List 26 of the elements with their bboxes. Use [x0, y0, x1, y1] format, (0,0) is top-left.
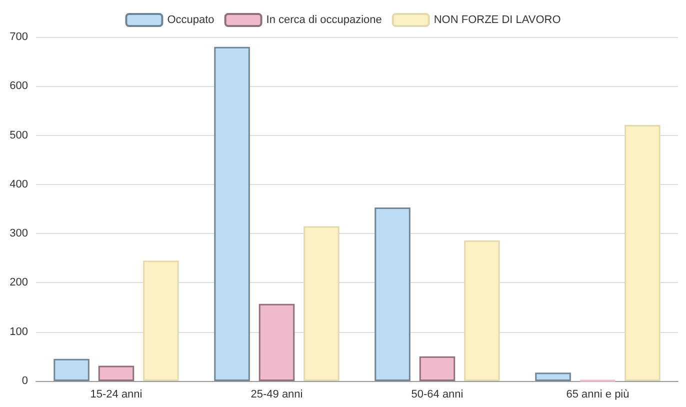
legend-label: In cerca di occupazione — [266, 14, 382, 26]
bar — [464, 240, 500, 381]
y-tick-label: 300 — [10, 228, 28, 240]
x-tick-label: 15-24 anni — [90, 388, 142, 400]
legend-label: Occupato — [167, 14, 214, 26]
bar — [419, 356, 456, 381]
bar — [374, 208, 410, 381]
x-tick-label: 25-49 anni — [250, 388, 303, 400]
bar — [535, 372, 571, 381]
bar — [214, 46, 250, 381]
y-tick-label: 500 — [10, 129, 28, 142]
y-tick-label: 200 — [10, 276, 28, 289]
bar — [304, 226, 340, 381]
x-tick-label: 65 anni e più — [566, 388, 630, 400]
bar — [624, 124, 660, 381]
y-tick-label: 100 — [10, 326, 28, 338]
bar — [143, 260, 179, 381]
x-tick-label: 50-64 anni — [411, 388, 464, 400]
y-tick-label: 400 — [10, 178, 28, 190]
bar — [98, 366, 134, 381]
bar — [258, 304, 295, 381]
y-tick-label: 700 — [10, 31, 28, 43]
y-tick-label: 0 — [22, 375, 28, 387]
legend-label: NON FORZE DI LAVORO — [434, 14, 562, 26]
y-tick-label: 600 — [10, 80, 28, 92]
bar — [54, 358, 90, 381]
